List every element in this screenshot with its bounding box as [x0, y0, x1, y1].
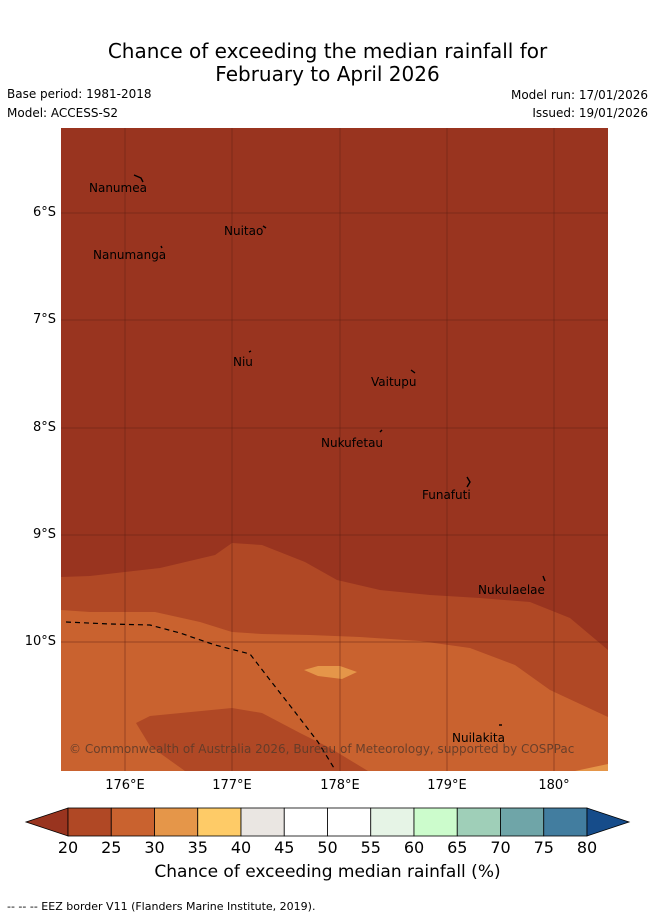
issued-date: Issued: 19/01/2026 — [532, 106, 648, 120]
region-25-30 — [61, 610, 608, 771]
colorbar-tick-label: 70 — [490, 838, 511, 857]
colorbar-cell — [413, 807, 458, 837]
x-tick-179e: 179°E — [427, 778, 467, 793]
island-marker-funafuti — [466, 476, 471, 488]
region-30-35-corner — [575, 764, 608, 771]
colorbar-cell — [67, 807, 112, 837]
colorbar-cell — [500, 807, 545, 837]
place-label-nuitao: Nuitao — [224, 224, 264, 238]
eez-border — [65, 621, 335, 769]
colorbar-cell — [327, 807, 372, 837]
y-tick-9s: 9°S — [32, 527, 56, 542]
island-marker-nukulaelae — [542, 575, 546, 582]
place-label-nanumanga: Nanumanga — [93, 248, 167, 262]
copyright-notice: © Commonwealth of Australia 2026, Bureau… — [69, 742, 575, 756]
colorbar-tick-label: 50 — [317, 838, 338, 857]
y-tick-8s: 8°S — [32, 420, 56, 435]
model-name: Model: ACCESS-S2 — [7, 106, 119, 120]
gridlines — [61, 128, 608, 771]
eez-legend: -- -- -- EEZ border V11 (Flanders Marine… — [7, 900, 316, 913]
colorbar-cell — [240, 807, 285, 837]
colorbar-tick-label: 25 — [101, 838, 122, 857]
colorbar-tick-label: 20 — [57, 838, 79, 857]
colorbar — [24, 807, 631, 837]
colorbar-tick-label: 45 — [274, 838, 295, 857]
y-tick-6s: 6°S — [32, 205, 56, 220]
colorbar-under-arrow — [24, 807, 69, 837]
colorbar-tick-label: 30 — [144, 838, 165, 857]
chart-title: Chance of exceeding the median rainfall … — [0, 40, 655, 86]
x-tick-176e: 176°E — [105, 778, 145, 793]
colorbar-tick-label: 60 — [403, 838, 425, 857]
colorbar-tick-label: 55 — [360, 838, 381, 857]
model-run: Model run: 17/01/2026 — [510, 88, 648, 102]
colorbar-cell — [456, 807, 501, 837]
title-line-1: Chance of exceeding the median rainfall … — [107, 39, 548, 63]
island-marker-niu — [248, 350, 252, 353]
colorbar-tick-label: 35 — [187, 838, 208, 857]
contour-layer — [61, 128, 608, 771]
colorbar-cell — [154, 807, 199, 837]
island-marker-nanumanga — [160, 245, 163, 249]
colorbar-over-arrow — [586, 807, 631, 837]
place-label-funafuti: Funafuti — [422, 488, 471, 502]
colorbar-tick-label: 65 — [447, 838, 468, 857]
x-tick-178e: 178°E — [320, 778, 360, 793]
x-tick-177e: 177°E — [212, 778, 252, 793]
island-marker-nuitao — [262, 225, 267, 229]
island-marker-nanumea — [133, 174, 144, 183]
region-30-35 — [304, 666, 357, 679]
place-label-nuilakita: Nuilakita — [452, 731, 505, 745]
colorbar-tick-label: 75 — [533, 838, 554, 857]
colorbar-cells — [67, 807, 588, 837]
colorbar-cell — [543, 807, 588, 837]
island-marker-vaitupu — [410, 369, 416, 374]
place-label-nukufetau: Nukufetau — [321, 436, 384, 450]
colorbar-tick-label: 40 — [230, 838, 252, 857]
place-label-nanumea: Nanumea — [89, 181, 147, 195]
island-marker-nukufetau — [379, 429, 383, 433]
colorbar-title: Chance of exceeding median rainfall (%) — [154, 862, 501, 882]
y-tick-7s: 7°S — [32, 312, 56, 327]
place-label-nukulaelae: Nukulaelae — [478, 583, 545, 597]
title-line-2: February to April 2026 — [215, 62, 440, 86]
colorbar-cell — [283, 807, 328, 837]
colorbar-cell — [197, 807, 242, 837]
place-label-vaitupu: Vaitupu — [371, 375, 417, 389]
island-markers — [133, 174, 546, 726]
base-period: Base period: 1981-2018 — [7, 87, 152, 101]
colorbar-cell — [110, 807, 155, 837]
y-tick-10s: 10°S — [24, 634, 56, 649]
x-tick-180: 180° — [538, 778, 570, 793]
place-label-niu: Niu — [233, 355, 253, 369]
colorbar-tick-label: 80 — [576, 838, 598, 857]
colorbar-cell — [370, 807, 415, 837]
